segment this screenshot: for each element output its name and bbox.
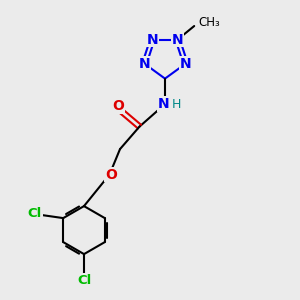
Text: O: O [105, 168, 117, 182]
Text: N: N [158, 97, 169, 111]
Text: O: O [112, 100, 124, 113]
Text: CH₃: CH₃ [198, 16, 220, 29]
Text: N: N [139, 57, 150, 71]
Text: N: N [146, 32, 158, 46]
Text: Cl: Cl [28, 207, 42, 220]
Text: N: N [180, 57, 191, 71]
Text: H: H [172, 98, 181, 111]
Text: N: N [172, 32, 184, 46]
Text: Cl: Cl [77, 274, 91, 287]
